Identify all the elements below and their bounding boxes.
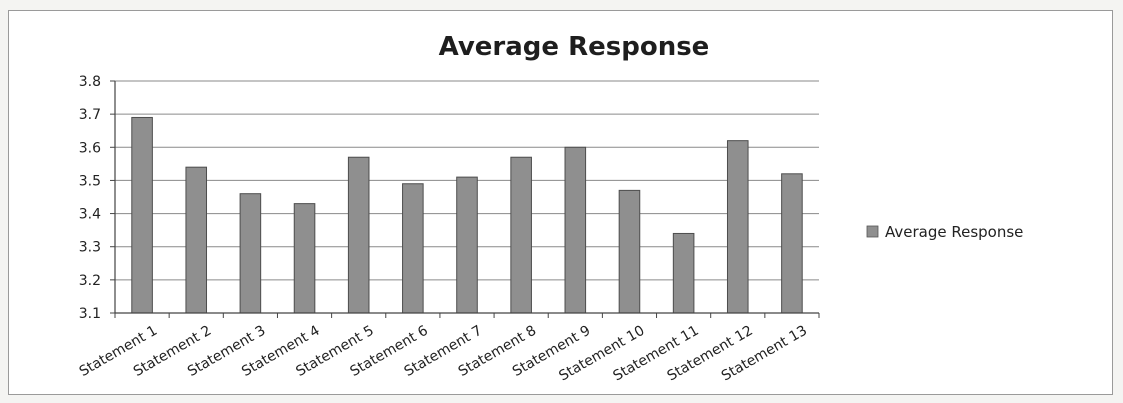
y-tick-label: 3.1 <box>79 306 101 322</box>
bar <box>293 203 316 314</box>
axes <box>110 80 820 318</box>
y-tick-label: 3.4 <box>79 207 101 223</box>
bars <box>131 116 803 314</box>
bar <box>402 183 424 314</box>
y-axis-tick-labels: 3.1 3.2 3.3 3.4 3.5 3.6 3.7 3.8 <box>79 74 101 322</box>
bar <box>510 156 532 314</box>
y-tick-label: 3.3 <box>79 240 101 256</box>
y-tick-label: 3.2 <box>79 273 101 289</box>
chart-frame: Average Response 3.1 3.2 3.3 3.4 3.5 3.6 3.7 3.… <box>8 10 1113 395</box>
bar <box>185 166 208 314</box>
bar <box>131 116 153 314</box>
bar <box>618 189 641 314</box>
y-tick-label: 3.5 <box>79 173 101 189</box>
legend: Average Response <box>866 223 1023 241</box>
y-tick-label: 3.8 <box>79 74 101 90</box>
bar <box>239 193 262 314</box>
chart-title: Average Response <box>439 32 710 62</box>
bar-chart: Average Response 3.13.23.33.43.53.63.73.… <box>77 32 1024 385</box>
bar <box>564 146 587 314</box>
y-tick-label: 3.7 <box>79 107 101 123</box>
bar <box>781 173 803 314</box>
legend-swatch <box>866 225 879 238</box>
bar <box>347 156 370 314</box>
bar <box>672 232 695 314</box>
legend-label: Average Response <box>885 223 1023 241</box>
y-tick-label: 3.6 <box>79 140 101 156</box>
bar <box>726 140 749 314</box>
bar <box>456 176 478 314</box>
